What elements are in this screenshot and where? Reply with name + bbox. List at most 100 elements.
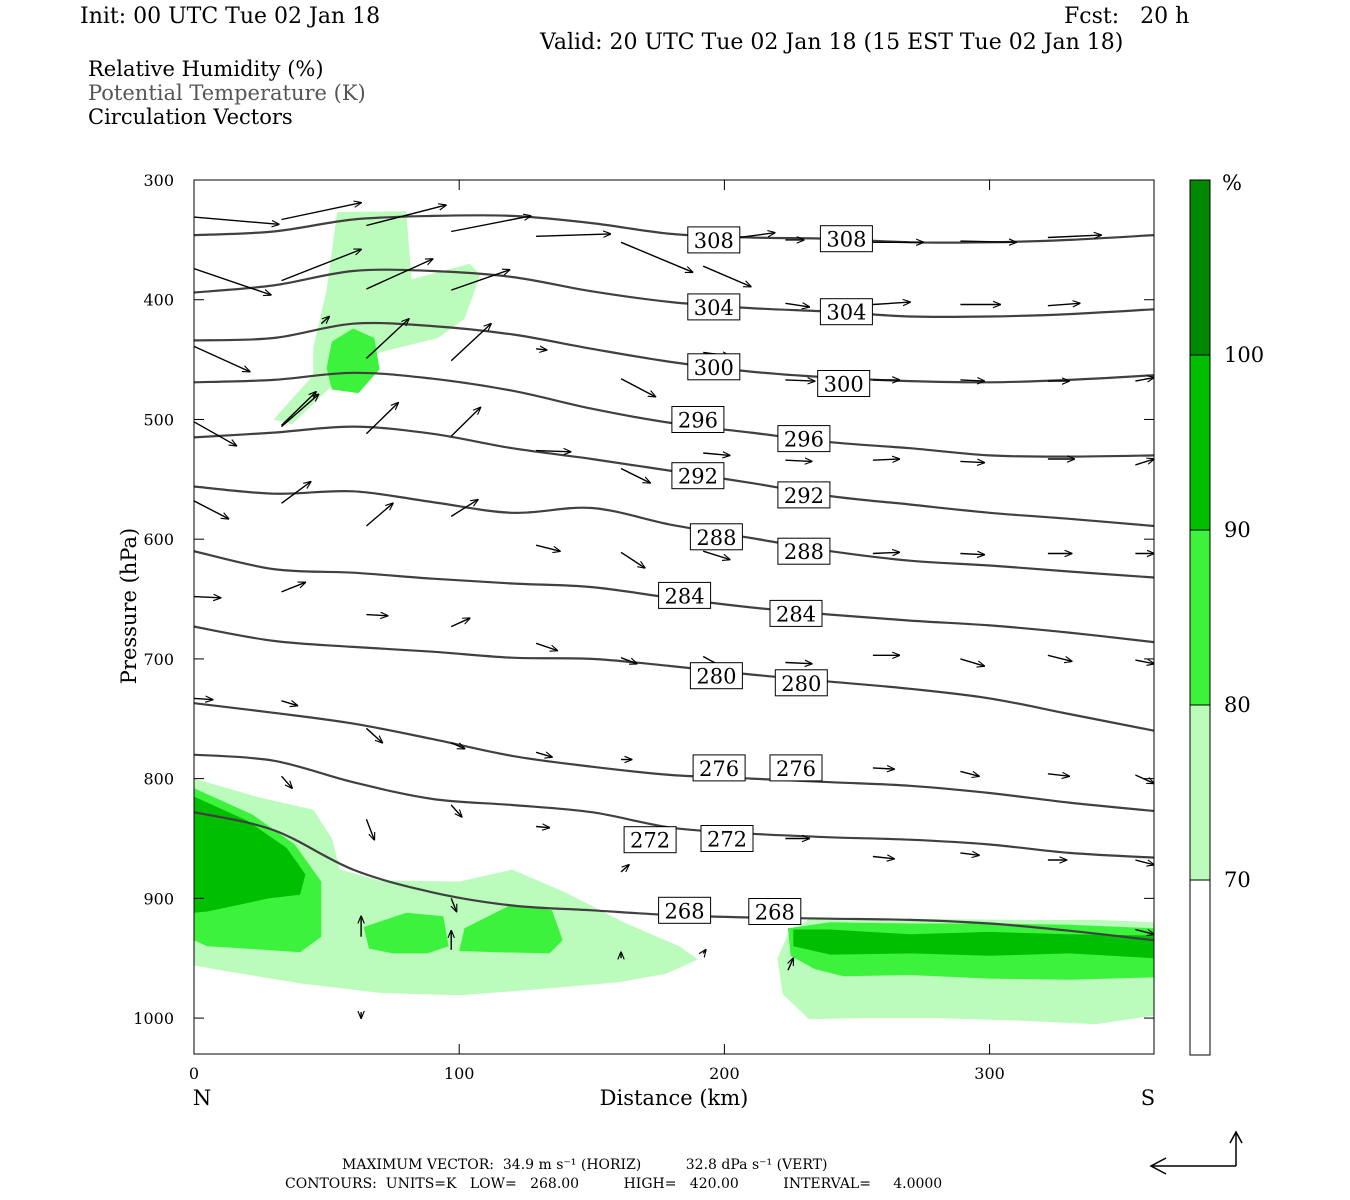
circulation-vector — [366, 259, 432, 290]
circulation-vector — [450, 742, 464, 749]
y-tick-label: 600 — [143, 530, 174, 549]
contour-label-box — [819, 298, 873, 326]
x-tick-label: 300 — [974, 1064, 1005, 1083]
circulation-vector — [1047, 303, 1080, 305]
circulation-vector — [281, 392, 317, 426]
circulation-vector — [320, 317, 329, 325]
circulation-vector — [365, 819, 374, 839]
circulation-vector — [702, 265, 751, 286]
contour-label: 284 — [776, 602, 816, 626]
circulation-vector — [872, 302, 910, 304]
x-tick-label: 0 — [189, 1064, 199, 1083]
circulation-vector — [872, 857, 894, 859]
contour-label: 292 — [678, 465, 718, 489]
contour-label: 272 — [707, 828, 747, 852]
circulation-vector — [451, 216, 531, 233]
circulation-vector — [620, 551, 645, 568]
contour-label: 304 — [694, 296, 734, 320]
circulation-vector — [620, 378, 655, 397]
contour-label: 300 — [824, 373, 864, 397]
colorbar-tick-label: 100 — [1224, 343, 1264, 367]
theta-contour-300 — [194, 321, 1154, 384]
x-tick-label: 200 — [709, 1064, 740, 1083]
circulation-vector — [620, 657, 637, 664]
colorbar-segment — [1189, 704, 1211, 881]
circulation-vector — [365, 403, 398, 435]
circulation-vector — [703, 453, 730, 455]
circulation-vector — [450, 324, 491, 362]
contour-label: 280 — [781, 672, 821, 696]
contour-info: CONTOURS: UNITS=K LOW= 268.00 HIGH= 420.… — [285, 1176, 943, 1192]
circulation-vector — [788, 958, 793, 971]
circulation-vector — [365, 503, 393, 527]
circulation-vector — [280, 775, 293, 788]
y-axis-label: Pressure (hPa) — [117, 528, 141, 684]
contour-label: 276 — [776, 757, 816, 781]
colorbar-segment — [1189, 879, 1211, 1056]
rh-region-80 — [326, 328, 380, 394]
contour-label: 308 — [694, 229, 734, 253]
colorbar-tick-label: 90 — [1224, 518, 1251, 542]
contour-label-box — [774, 669, 828, 697]
circulation-vector — [366, 615, 387, 616]
contour-label: 300 — [694, 356, 734, 380]
circulation-vector — [1135, 660, 1154, 664]
x-end-label-south: S — [1141, 1086, 1155, 1110]
vector-layer — [194, 203, 1154, 1018]
circulation-vector — [872, 459, 900, 460]
plot-frame — [193, 179, 1155, 1055]
forecast-hour: Fcst: 20 h — [1064, 4, 1190, 29]
circulation-vector — [960, 461, 984, 462]
contour-label-box — [687, 293, 741, 321]
rh-region-90 — [194, 796, 306, 913]
x-end-label-north: N — [193, 1086, 211, 1110]
theta-contour-280 — [194, 625, 1154, 732]
contour-label: 288 — [696, 526, 736, 550]
circulation-vector — [194, 597, 221, 598]
circulation-vector — [536, 234, 610, 236]
circulation-vector — [960, 241, 1016, 242]
reference-vector-icon — [1149, 1130, 1243, 1175]
rh-region-90 — [793, 929, 1154, 959]
theta-contour-276 — [194, 702, 1154, 813]
contour-label-box — [769, 754, 823, 782]
contour-label-box — [748, 898, 802, 925]
legend-rh: Relative Humidity (%) — [88, 57, 324, 81]
circulation-vector — [1135, 928, 1154, 935]
colorbar-tick-label: 80 — [1224, 693, 1251, 717]
circulation-vector — [281, 701, 298, 706]
circulation-vector — [281, 582, 306, 593]
contour-label: 272 — [630, 829, 670, 853]
circulation-vector — [450, 618, 470, 628]
rh-region-80 — [459, 904, 563, 954]
circulation-vector — [1047, 774, 1069, 776]
colorbar-segment — [1189, 529, 1211, 706]
theta-contour-292 — [194, 425, 1154, 528]
circulation-vector — [281, 203, 362, 221]
circulation-vector — [1047, 654, 1072, 661]
circulation-vector — [194, 216, 279, 224]
colorbar-segment — [1189, 179, 1211, 356]
rh-region-80 — [363, 912, 449, 954]
colorbar: 70 80 90 100 — [1189, 179, 1264, 1056]
valid-time: Valid: 20 UTC Tue 02 Jan 18 (15 EST Tue … — [540, 30, 1124, 55]
contour-label-box — [658, 896, 712, 924]
y-tick-label: 900 — [143, 889, 174, 908]
circulation-vector — [450, 270, 509, 291]
theta-contour-304 — [194, 268, 1154, 319]
y-tick-label: 800 — [143, 770, 174, 789]
contour-label-box — [777, 425, 831, 453]
rh-fill-layer — [194, 211, 1154, 1025]
y-tick-label: 400 — [143, 291, 174, 310]
contour-label: 308 — [826, 228, 866, 252]
circulation-vector — [1135, 859, 1154, 865]
circulation-vector — [450, 500, 478, 517]
circulation-vector — [536, 349, 547, 350]
contour-label: 276 — [699, 757, 739, 781]
circulation-vector — [1135, 459, 1154, 466]
contour-label: 268 — [665, 899, 705, 923]
y-tick-label: 500 — [143, 410, 174, 429]
contour-label: 280 — [696, 665, 736, 689]
circulation-vector — [194, 267, 271, 295]
x-tick-label: 100 — [444, 1064, 475, 1083]
